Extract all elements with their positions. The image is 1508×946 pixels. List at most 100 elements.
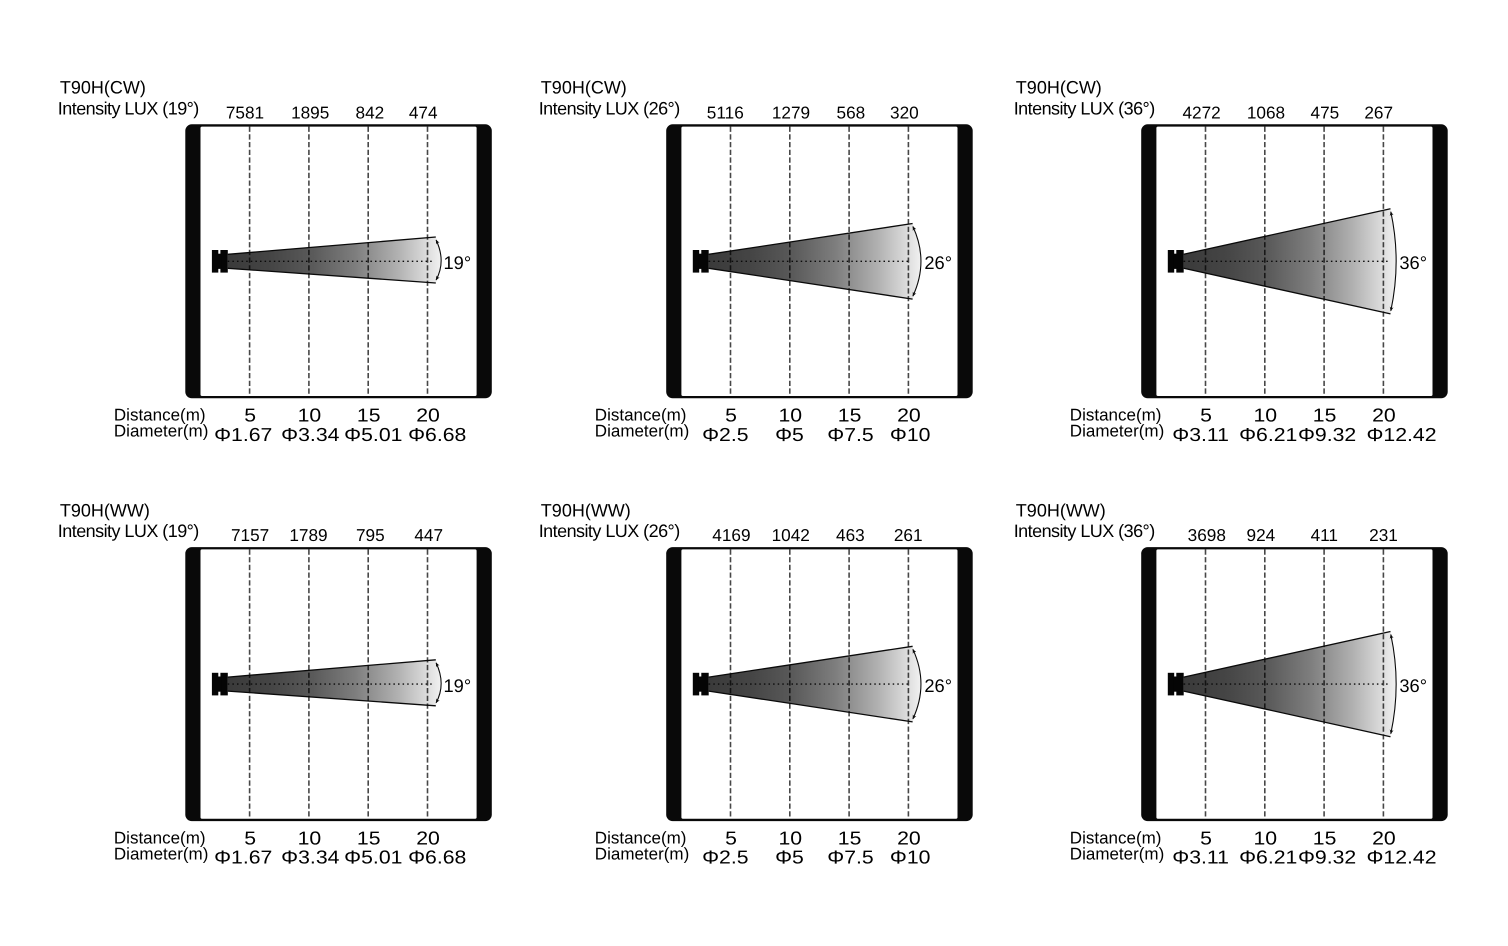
svg-text:5: 5: [725, 405, 737, 426]
svg-text:Φ12.42: Φ12.42: [1366, 424, 1436, 445]
svg-text:Distance(m): Distance(m): [114, 828, 206, 847]
svg-text:Distance(m): Distance(m): [595, 406, 687, 425]
svg-text:Φ5.01: Φ5.01: [344, 847, 402, 868]
svg-text:Φ5.01: Φ5.01: [344, 424, 402, 445]
svg-text:20: 20: [416, 405, 440, 426]
svg-text:Intensity LUX (36°): Intensity LUX (36°): [1014, 521, 1156, 541]
svg-text:Φ10: Φ10: [890, 424, 931, 445]
svg-text:Φ6.68: Φ6.68: [408, 424, 466, 445]
svg-text:Φ7.5: Φ7.5: [827, 847, 873, 868]
svg-text:5116: 5116: [707, 102, 744, 122]
svg-text:Distance(m): Distance(m): [595, 828, 687, 847]
svg-text:1068: 1068: [1247, 102, 1285, 122]
svg-text:36°: 36°: [1399, 675, 1427, 696]
svg-text:320: 320: [890, 102, 919, 122]
svg-text:Φ3.11: Φ3.11: [1172, 847, 1229, 868]
svg-text:1042: 1042: [772, 525, 810, 545]
svg-text:Intensity LUX (36°): Intensity LUX (36°): [1014, 98, 1156, 118]
svg-text:842: 842: [356, 102, 385, 122]
svg-text:Diameter(m): Diameter(m): [1070, 422, 1164, 441]
svg-text:T90H(WW): T90H(WW): [541, 500, 631, 520]
svg-text:Φ3.34: Φ3.34: [281, 424, 339, 445]
svg-text:10: 10: [778, 827, 802, 848]
svg-text:20: 20: [897, 827, 921, 848]
svg-text:36°: 36°: [1399, 252, 1427, 273]
svg-text:Φ7.5: Φ7.5: [827, 424, 873, 445]
svg-text:15: 15: [357, 405, 381, 426]
svg-text:3698: 3698: [1188, 525, 1226, 545]
svg-text:26°: 26°: [924, 252, 952, 273]
svg-text:267: 267: [1364, 102, 1393, 122]
svg-text:568: 568: [837, 102, 866, 122]
svg-text:Φ5: Φ5: [775, 847, 804, 868]
svg-text:T90H(CW): T90H(CW): [60, 78, 146, 98]
svg-text:T90H(WW): T90H(WW): [1016, 500, 1106, 520]
svg-text:Distance(m): Distance(m): [1070, 828, 1162, 847]
svg-text:Intensity LUX (19°): Intensity LUX (19°): [58, 98, 200, 118]
svg-text:Φ10: Φ10: [890, 847, 931, 868]
svg-text:1895: 1895: [291, 102, 329, 122]
svg-text:20: 20: [897, 405, 921, 426]
svg-text:15: 15: [838, 405, 862, 426]
svg-text:5: 5: [1200, 827, 1212, 848]
svg-text:1279: 1279: [772, 102, 810, 122]
svg-text:Φ12.42: Φ12.42: [1366, 847, 1436, 868]
svg-text:15: 15: [357, 827, 381, 848]
svg-text:475: 475: [1311, 102, 1340, 122]
svg-text:Φ1.67: Φ1.67: [214, 424, 272, 445]
svg-text:Diameter(m): Diameter(m): [595, 422, 689, 441]
svg-text:5: 5: [1200, 405, 1212, 426]
svg-text:Φ6.21: Φ6.21: [1239, 847, 1297, 868]
svg-text:10: 10: [298, 827, 322, 848]
svg-text:26°: 26°: [924, 675, 952, 696]
svg-text:Intensity LUX (26°): Intensity LUX (26°): [539, 98, 681, 118]
svg-text:Φ2.5: Φ2.5: [702, 424, 748, 445]
svg-text:Φ3.34: Φ3.34: [281, 847, 339, 868]
svg-text:Distance(m): Distance(m): [1070, 406, 1162, 425]
svg-text:474: 474: [409, 102, 438, 122]
svg-text:Φ3.11: Φ3.11: [1172, 424, 1229, 445]
svg-text:1789: 1789: [289, 525, 327, 545]
svg-text:5: 5: [244, 827, 256, 848]
svg-text:15: 15: [1313, 827, 1337, 848]
svg-text:Φ2.5: Φ2.5: [702, 847, 748, 868]
svg-text:Diameter(m): Diameter(m): [595, 844, 689, 863]
svg-text:7581: 7581: [226, 102, 264, 122]
svg-text:19°: 19°: [444, 675, 472, 696]
svg-text:Φ6.21: Φ6.21: [1239, 424, 1297, 445]
svg-text:7157: 7157: [231, 525, 269, 545]
svg-text:795: 795: [356, 525, 385, 545]
svg-text:T90H(CW): T90H(CW): [541, 78, 627, 98]
svg-text:Distance(m): Distance(m): [114, 406, 206, 425]
svg-text:20: 20: [416, 827, 440, 848]
svg-text:231: 231: [1369, 525, 1398, 545]
svg-text:447: 447: [414, 525, 443, 545]
svg-text:463: 463: [836, 525, 865, 545]
svg-text:Φ6.68: Φ6.68: [408, 847, 466, 868]
svg-text:19°: 19°: [444, 252, 472, 273]
svg-text:5: 5: [725, 827, 737, 848]
svg-text:5: 5: [244, 405, 256, 426]
svg-text:4169: 4169: [712, 525, 750, 545]
svg-text:924: 924: [1247, 525, 1276, 545]
svg-text:T90H(WW): T90H(WW): [60, 500, 150, 520]
svg-text:20: 20: [1372, 405, 1396, 426]
svg-text:T90H(CW): T90H(CW): [1016, 78, 1102, 98]
svg-text:4272: 4272: [1182, 102, 1220, 122]
svg-text:Φ5: Φ5: [775, 424, 804, 445]
svg-text:15: 15: [1313, 405, 1337, 426]
svg-text:Φ9.32: Φ9.32: [1298, 847, 1356, 868]
svg-text:10: 10: [298, 405, 322, 426]
svg-text:261: 261: [894, 525, 923, 545]
svg-text:10: 10: [1253, 405, 1277, 426]
svg-text:Diameter(m): Diameter(m): [1070, 844, 1164, 863]
svg-text:Φ1.67: Φ1.67: [214, 847, 272, 868]
svg-text:411: 411: [1311, 525, 1338, 545]
svg-text:10: 10: [778, 405, 802, 426]
svg-text:Intensity LUX (19°): Intensity LUX (19°): [58, 521, 200, 541]
svg-text:15: 15: [838, 827, 862, 848]
svg-text:Diameter(m): Diameter(m): [114, 422, 208, 441]
svg-text:10: 10: [1253, 827, 1277, 848]
svg-text:Diameter(m): Diameter(m): [114, 844, 208, 863]
svg-text:Φ9.32: Φ9.32: [1298, 424, 1356, 445]
